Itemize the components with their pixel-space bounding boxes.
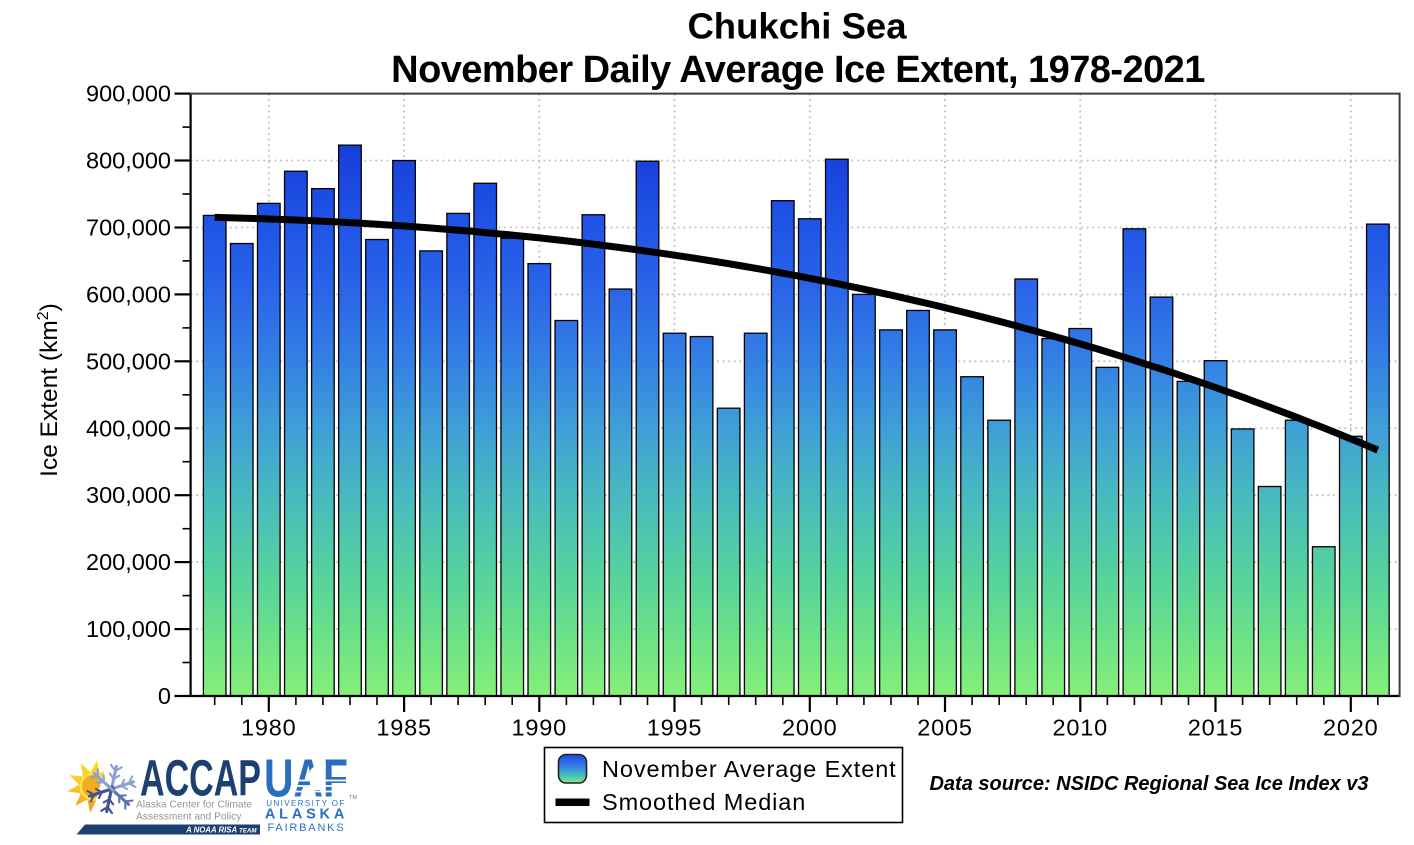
svg-text:400,000: 400,000 bbox=[86, 415, 171, 441]
svg-text:2005: 2005 bbox=[917, 715, 972, 741]
svg-text:0: 0 bbox=[158, 683, 171, 709]
svg-text:700,000: 700,000 bbox=[86, 215, 171, 241]
svg-text:Assessment and Policy: Assessment and Policy bbox=[136, 812, 242, 823]
svg-text:2000: 2000 bbox=[782, 715, 837, 741]
svg-text:200,000: 200,000 bbox=[86, 549, 171, 575]
svg-text:2015: 2015 bbox=[1188, 715, 1243, 741]
svg-text:ALASKA: ALASKA bbox=[265, 807, 348, 823]
svg-text:Data source: NSIDC Regional Se: Data source: NSIDC Regional Sea Ice Inde… bbox=[929, 773, 1368, 795]
svg-text:1995: 1995 bbox=[647, 715, 702, 741]
svg-text:2010: 2010 bbox=[1053, 715, 1108, 741]
svg-text:600,000: 600,000 bbox=[86, 281, 171, 307]
svg-text:November Average Extent: November Average Extent bbox=[602, 756, 897, 782]
svg-text:1990: 1990 bbox=[512, 715, 567, 741]
svg-text:Alaska Center for Climate: Alaska Center for Climate bbox=[136, 800, 252, 811]
svg-text:TM: TM bbox=[349, 795, 357, 801]
svg-text:UAF: UAF bbox=[264, 749, 348, 809]
svg-text:300,000: 300,000 bbox=[86, 482, 171, 508]
svg-text:Chukchi Sea: Chukchi Sea bbox=[687, 6, 907, 47]
svg-text:100,000: 100,000 bbox=[86, 616, 171, 642]
svg-text:Ice Extent (km2): Ice Extent (km2) bbox=[35, 303, 63, 477]
svg-text:900,000: 900,000 bbox=[86, 81, 171, 107]
svg-text:November Daily Average Ice Ext: November Daily Average Ice Extent, 1978-… bbox=[391, 49, 1205, 91]
svg-text:FAIRBANKS: FAIRBANKS bbox=[268, 822, 346, 834]
svg-text:Smoothed Median: Smoothed Median bbox=[602, 789, 806, 815]
svg-text:2020: 2020 bbox=[1323, 715, 1378, 741]
svg-text:800,000: 800,000 bbox=[86, 148, 171, 174]
svg-text:1980: 1980 bbox=[241, 715, 296, 741]
svg-text:ACCAP: ACCAP bbox=[140, 750, 261, 807]
svg-text:500,000: 500,000 bbox=[86, 348, 171, 374]
svg-text:1985: 1985 bbox=[376, 715, 431, 741]
svg-text:A NOAA RISA TEAM: A NOAA RISA TEAM bbox=[185, 825, 257, 834]
svg-text:UNIVERSITY OF: UNIVERSITY OF bbox=[266, 799, 345, 808]
